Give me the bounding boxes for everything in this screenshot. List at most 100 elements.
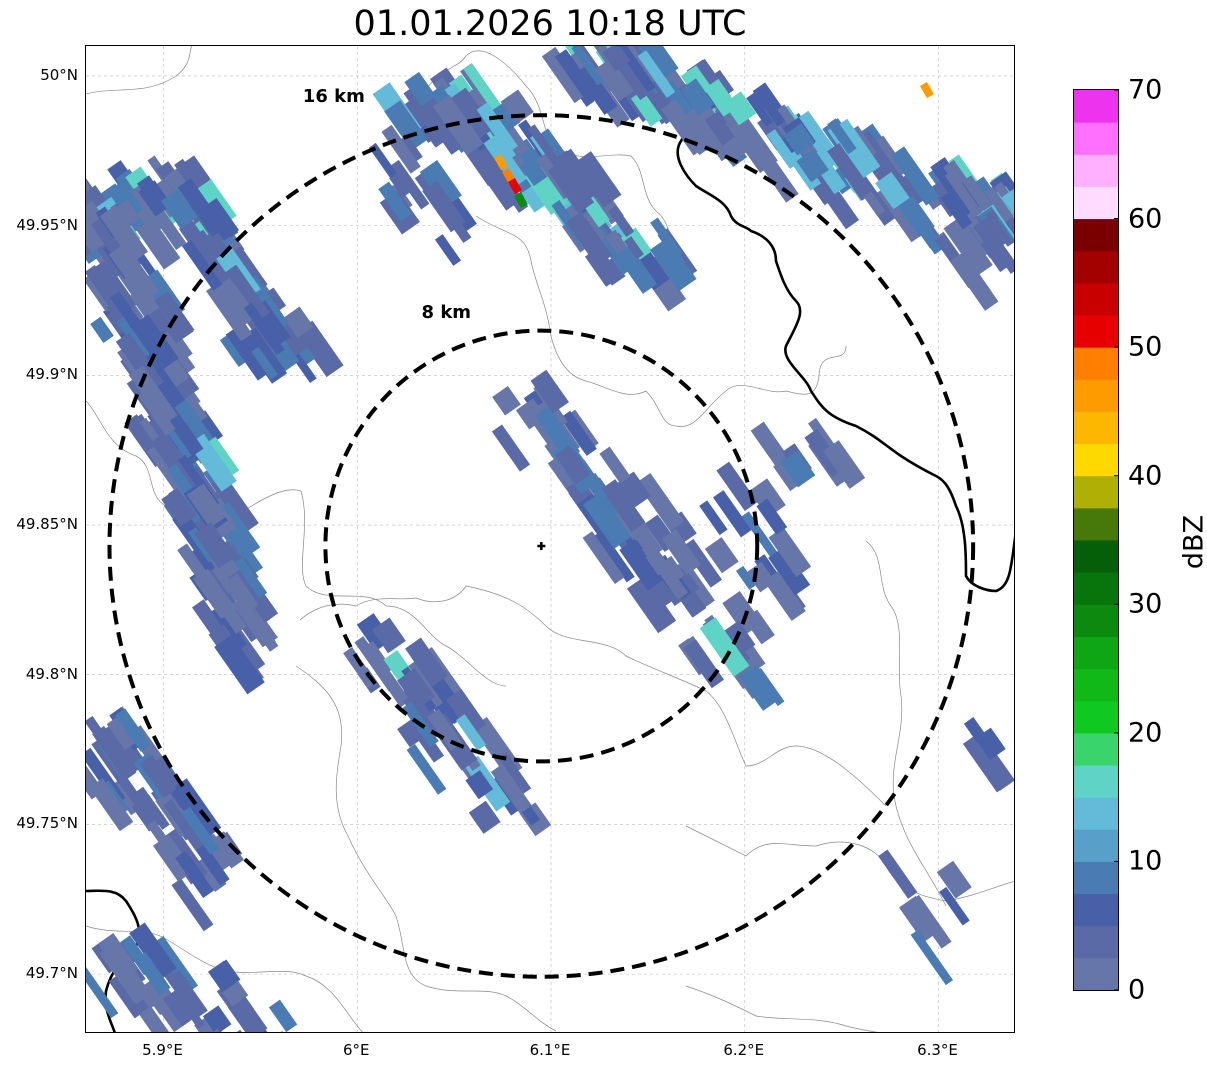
echo-cell [295, 320, 344, 378]
radar-site-marker [537, 541, 546, 550]
echo-cell [507, 177, 522, 195]
colorbar-tick-label: 40 [1128, 460, 1163, 492]
echo-cell [214, 634, 265, 695]
echo-cell [219, 332, 250, 367]
echo-cell [140, 979, 172, 1016]
echo-cell [763, 571, 806, 621]
echo-cell [86, 759, 104, 800]
latitude-tick-label: 49.75°N [16, 814, 78, 833]
radar-map[interactable] [85, 45, 1015, 1033]
echo-cell [202, 1005, 232, 1032]
colorbar-tick-label: 70 [1128, 74, 1163, 106]
echo-cell [712, 490, 752, 538]
echo-cell [768, 527, 812, 578]
echo-cell [630, 90, 663, 127]
colorbar-tick-label: 10 [1128, 845, 1163, 877]
echo-cell [626, 576, 677, 634]
radar-echoes [86, 46, 1014, 1032]
echo-cell [455, 714, 487, 751]
echo-cell [226, 285, 250, 313]
echo-cell [483, 134, 527, 188]
echo-cell [234, 556, 268, 599]
echo-cell [863, 191, 886, 217]
latitude-tick-label: 49.9°N [25, 365, 78, 384]
echo-cell [135, 217, 181, 270]
echo-cell [397, 134, 423, 164]
latitude-tick-label: 49.95°N [16, 215, 78, 234]
echo-cell [208, 959, 241, 993]
colorbar-swatch [1074, 122, 1118, 155]
colorbar-swatch [1074, 829, 1118, 862]
echo-cell [194, 522, 236, 569]
echo-cell [555, 49, 600, 105]
echo-cell [940, 191, 973, 230]
echo-cell [98, 932, 139, 980]
echo-cell [86, 216, 98, 259]
echo-cell [478, 165, 515, 211]
echo-cell [908, 894, 952, 949]
longitude-tick-label: 6.3°E [917, 1041, 958, 1059]
echo-cell [175, 850, 215, 899]
echo-cell [368, 142, 400, 183]
echo-cell [827, 142, 874, 201]
echo-cell [985, 209, 1014, 247]
echo-cell [463, 63, 503, 114]
echo-cell [756, 498, 788, 535]
echo-cell [520, 157, 548, 187]
echo-cell [637, 46, 679, 81]
echo-cell [541, 46, 589, 104]
echo-cell [871, 135, 908, 179]
longitude-tick-label: 6.1°E [529, 1041, 571, 1059]
echo-cell [139, 417, 159, 441]
echo-cell [920, 82, 934, 99]
echo-cell [939, 886, 970, 926]
echo-cell [134, 951, 171, 996]
echo-cell [702, 109, 738, 148]
echo-cell [636, 472, 685, 532]
echo-cell [163, 798, 204, 851]
echo-cell [513, 192, 528, 209]
echo-cell [90, 316, 114, 343]
echo-cell [186, 483, 227, 528]
colorbar-swatch [1074, 765, 1118, 798]
colorbar-swatch [1074, 604, 1118, 637]
echo-cell [146, 446, 188, 500]
echo-cell [225, 264, 270, 321]
echo-cell [875, 171, 910, 210]
latitude-tick-label: 49.8°N [25, 664, 78, 683]
echo-cell [699, 500, 728, 536]
echo-cell [565, 211, 613, 267]
echo-cell [139, 754, 177, 799]
echo-cell [547, 457, 574, 489]
echo-cell [661, 555, 685, 582]
latitude-tick-label: 49.85°N [16, 515, 78, 534]
colorbar-tick-label: 30 [1128, 588, 1163, 620]
echo-cell [138, 180, 173, 217]
echo-cell [201, 197, 240, 241]
echo-cell [378, 181, 412, 222]
echo-cell [643, 90, 673, 125]
echo-cell [231, 565, 279, 623]
echo-cell [178, 219, 214, 261]
colorbar-tick-label: 0 [1128, 974, 1146, 1006]
echo-cell [716, 461, 758, 512]
echo-cell [498, 752, 532, 794]
echo-cell [161, 188, 198, 229]
echo-cell [211, 831, 244, 869]
echo-cell [367, 653, 411, 708]
echo-cell [129, 922, 177, 980]
colorbar-swatch [1074, 475, 1118, 509]
echo-cell [811, 170, 860, 230]
echo-cell [448, 87, 495, 141]
colorbar-swatch [1074, 668, 1118, 702]
longitude-tick-label: 5.9°E [142, 1041, 183, 1059]
echo-cell [780, 450, 816, 488]
echo-cell [583, 492, 632, 549]
ring-label-16km: 16 km [302, 86, 365, 108]
echo-cell [465, 770, 494, 800]
echo-cell [389, 170, 414, 198]
echo-cell [624, 236, 644, 260]
echo-cell [724, 620, 756, 655]
echo-cell [900, 198, 945, 255]
echo-cell [619, 539, 664, 591]
